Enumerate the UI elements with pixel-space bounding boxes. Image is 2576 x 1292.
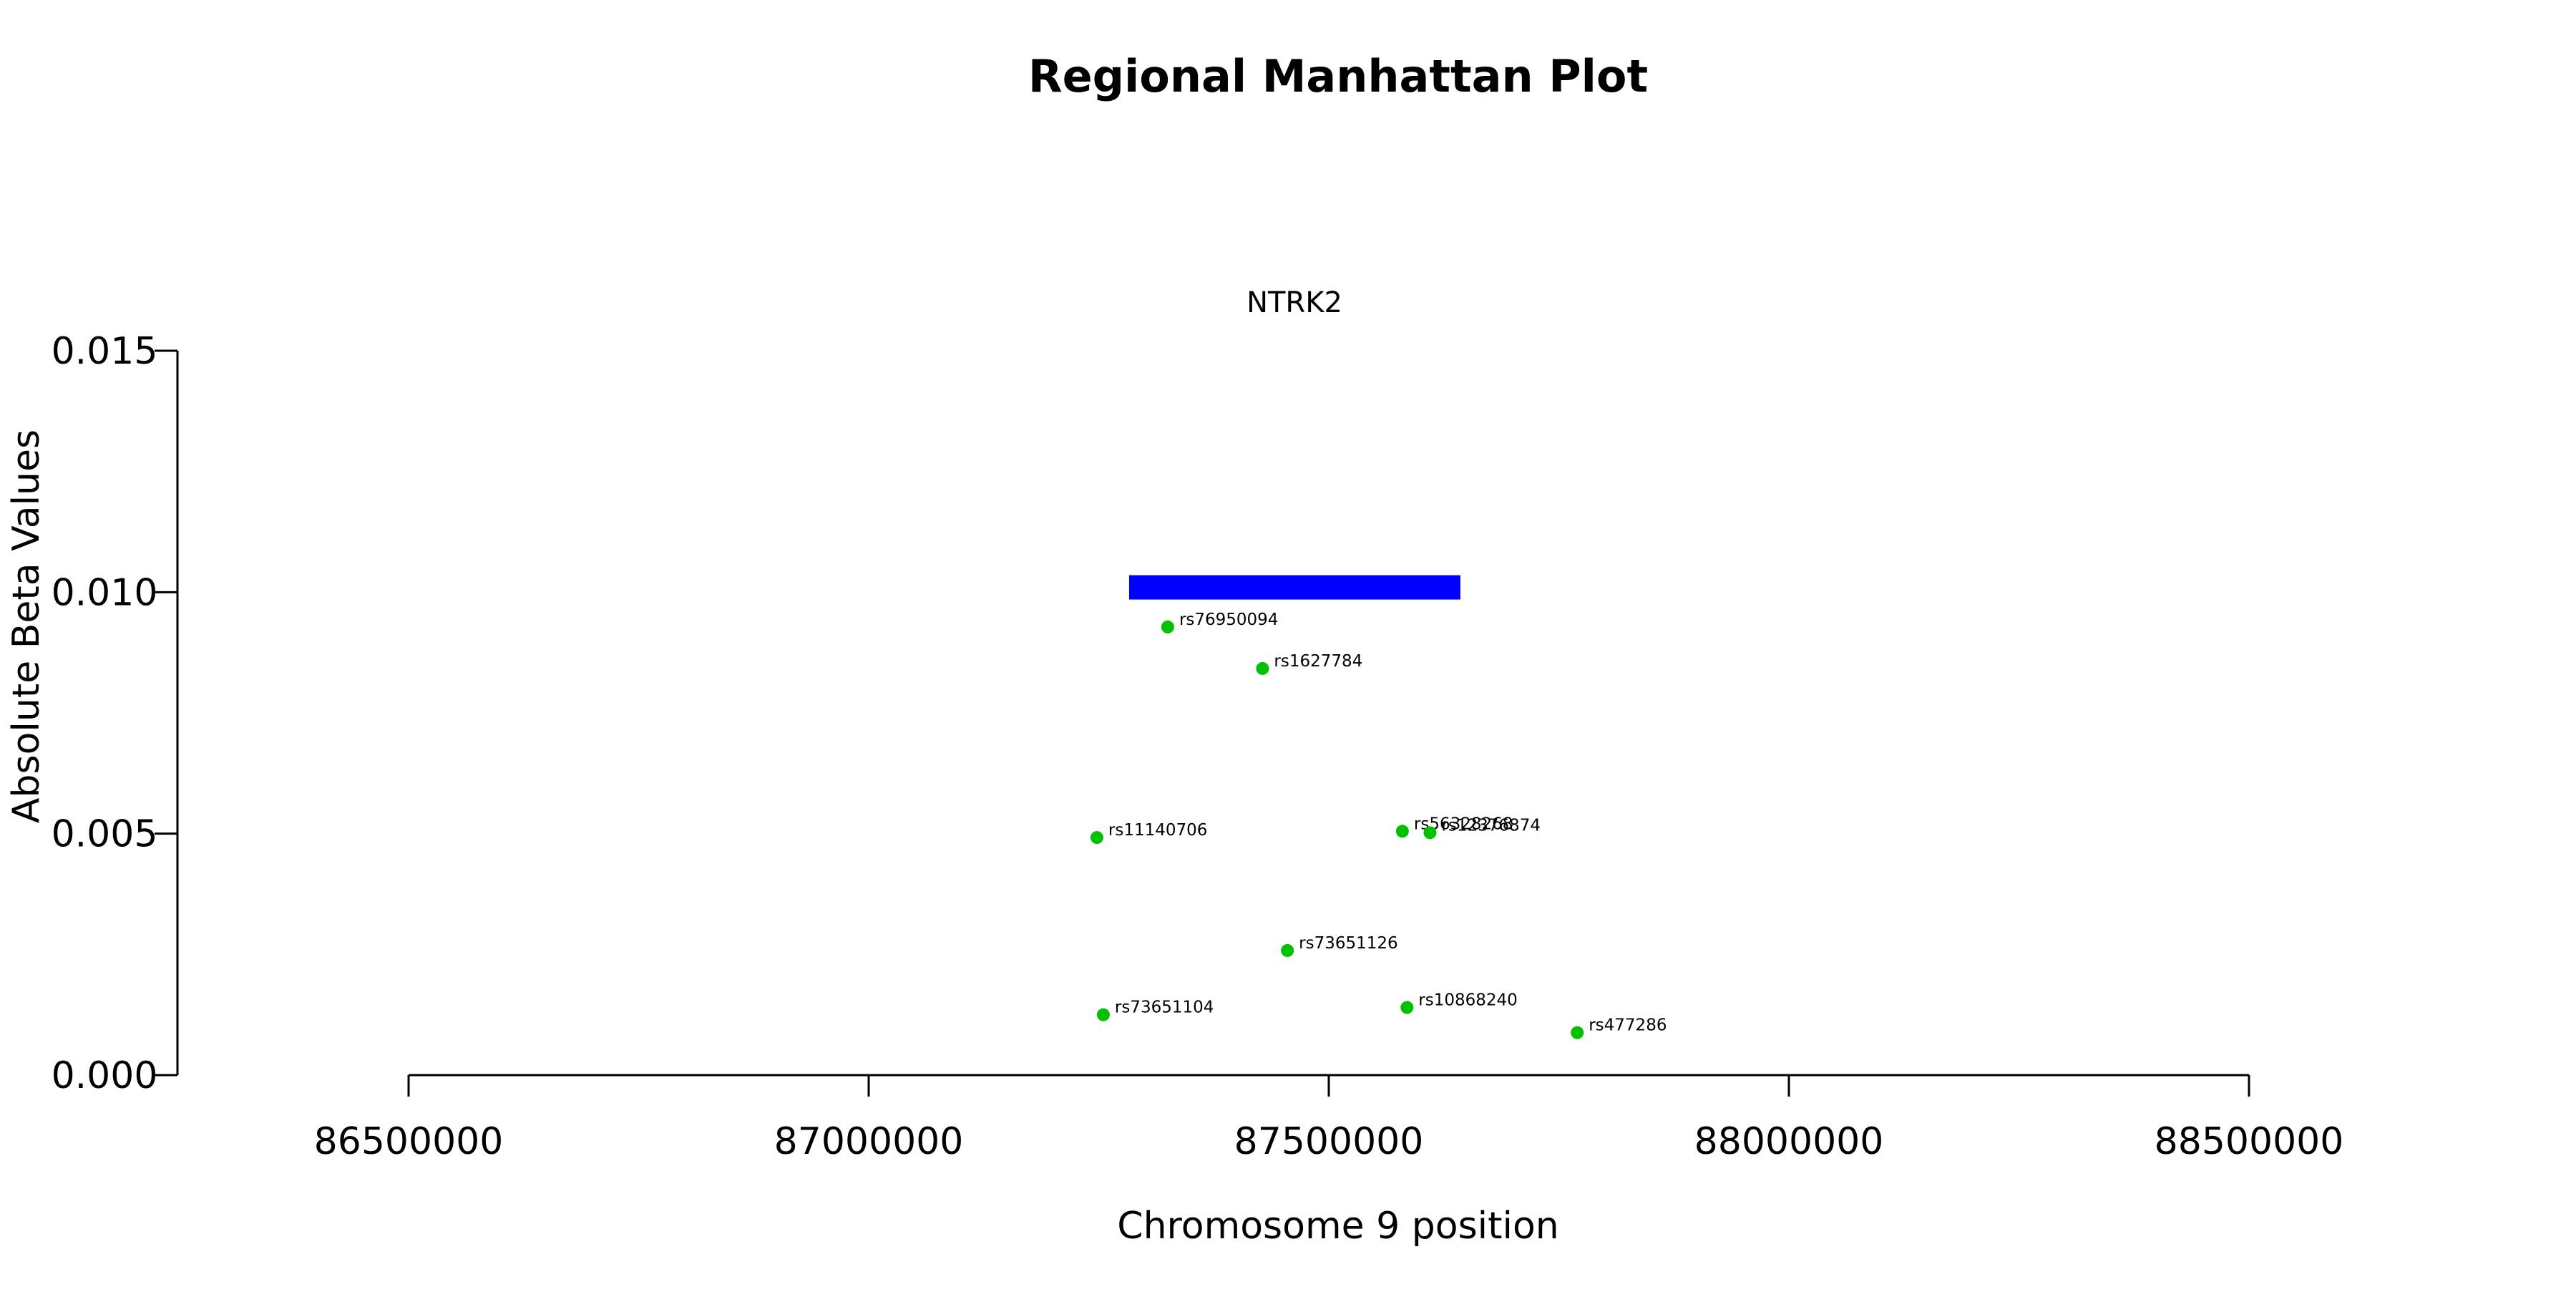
snp-label: rs73651126 bbox=[1299, 934, 1398, 953]
gene-bar-layer bbox=[1128, 575, 1460, 600]
snp-label: rs10868240 bbox=[1418, 991, 1518, 1010]
x-tick-label: 87500000 bbox=[1234, 1120, 1424, 1163]
snp-label: rs11140706 bbox=[1108, 821, 1208, 840]
y-tick-label: 0.005 bbox=[52, 813, 158, 856]
y-axis-title: Absolute Beta Values bbox=[5, 429, 48, 823]
y-tick-label: 0.010 bbox=[52, 571, 158, 614]
chart-title: Regional Manhattan Plot bbox=[1028, 50, 1648, 102]
snp-point bbox=[1256, 661, 1269, 675]
x-tick-label: 88000000 bbox=[1694, 1120, 1884, 1163]
y-tick-label: 0.000 bbox=[52, 1054, 158, 1097]
x-axis: 86500000 87000000 87500000 88000000 88500000 bbox=[314, 1074, 2344, 1163]
x-tick-label: 87000000 bbox=[774, 1120, 964, 1163]
snp-label: rs1627784 bbox=[1274, 652, 1362, 671]
snp-point bbox=[1090, 831, 1103, 845]
snp-point bbox=[1423, 826, 1437, 840]
snp-point bbox=[1281, 943, 1294, 957]
snp-label: rs12376874 bbox=[1441, 816, 1541, 835]
gene-bar bbox=[1128, 575, 1460, 600]
snp-point bbox=[1395, 825, 1409, 838]
x-tick-label: 86500000 bbox=[314, 1120, 504, 1163]
snp-point bbox=[1161, 620, 1174, 633]
y-tick-label: 0.015 bbox=[52, 330, 158, 373]
x-tick-label: 88500000 bbox=[2155, 1120, 2344, 1163]
snp-point bbox=[1571, 1026, 1584, 1039]
snp-point bbox=[1096, 1008, 1110, 1021]
x-axis-title: Chromosome 9 position bbox=[1117, 1205, 1558, 1248]
snp-point bbox=[1400, 1001, 1414, 1014]
snp-label: rs73651104 bbox=[1115, 999, 1214, 1017]
snp-label: rs477286 bbox=[1589, 1016, 1667, 1035]
gene-label: NTRK2 bbox=[1246, 286, 1342, 319]
snp-label: rs76950094 bbox=[1179, 611, 1279, 629]
y-axis: 0.000 0.005 0.010 0.015 bbox=[52, 330, 179, 1097]
